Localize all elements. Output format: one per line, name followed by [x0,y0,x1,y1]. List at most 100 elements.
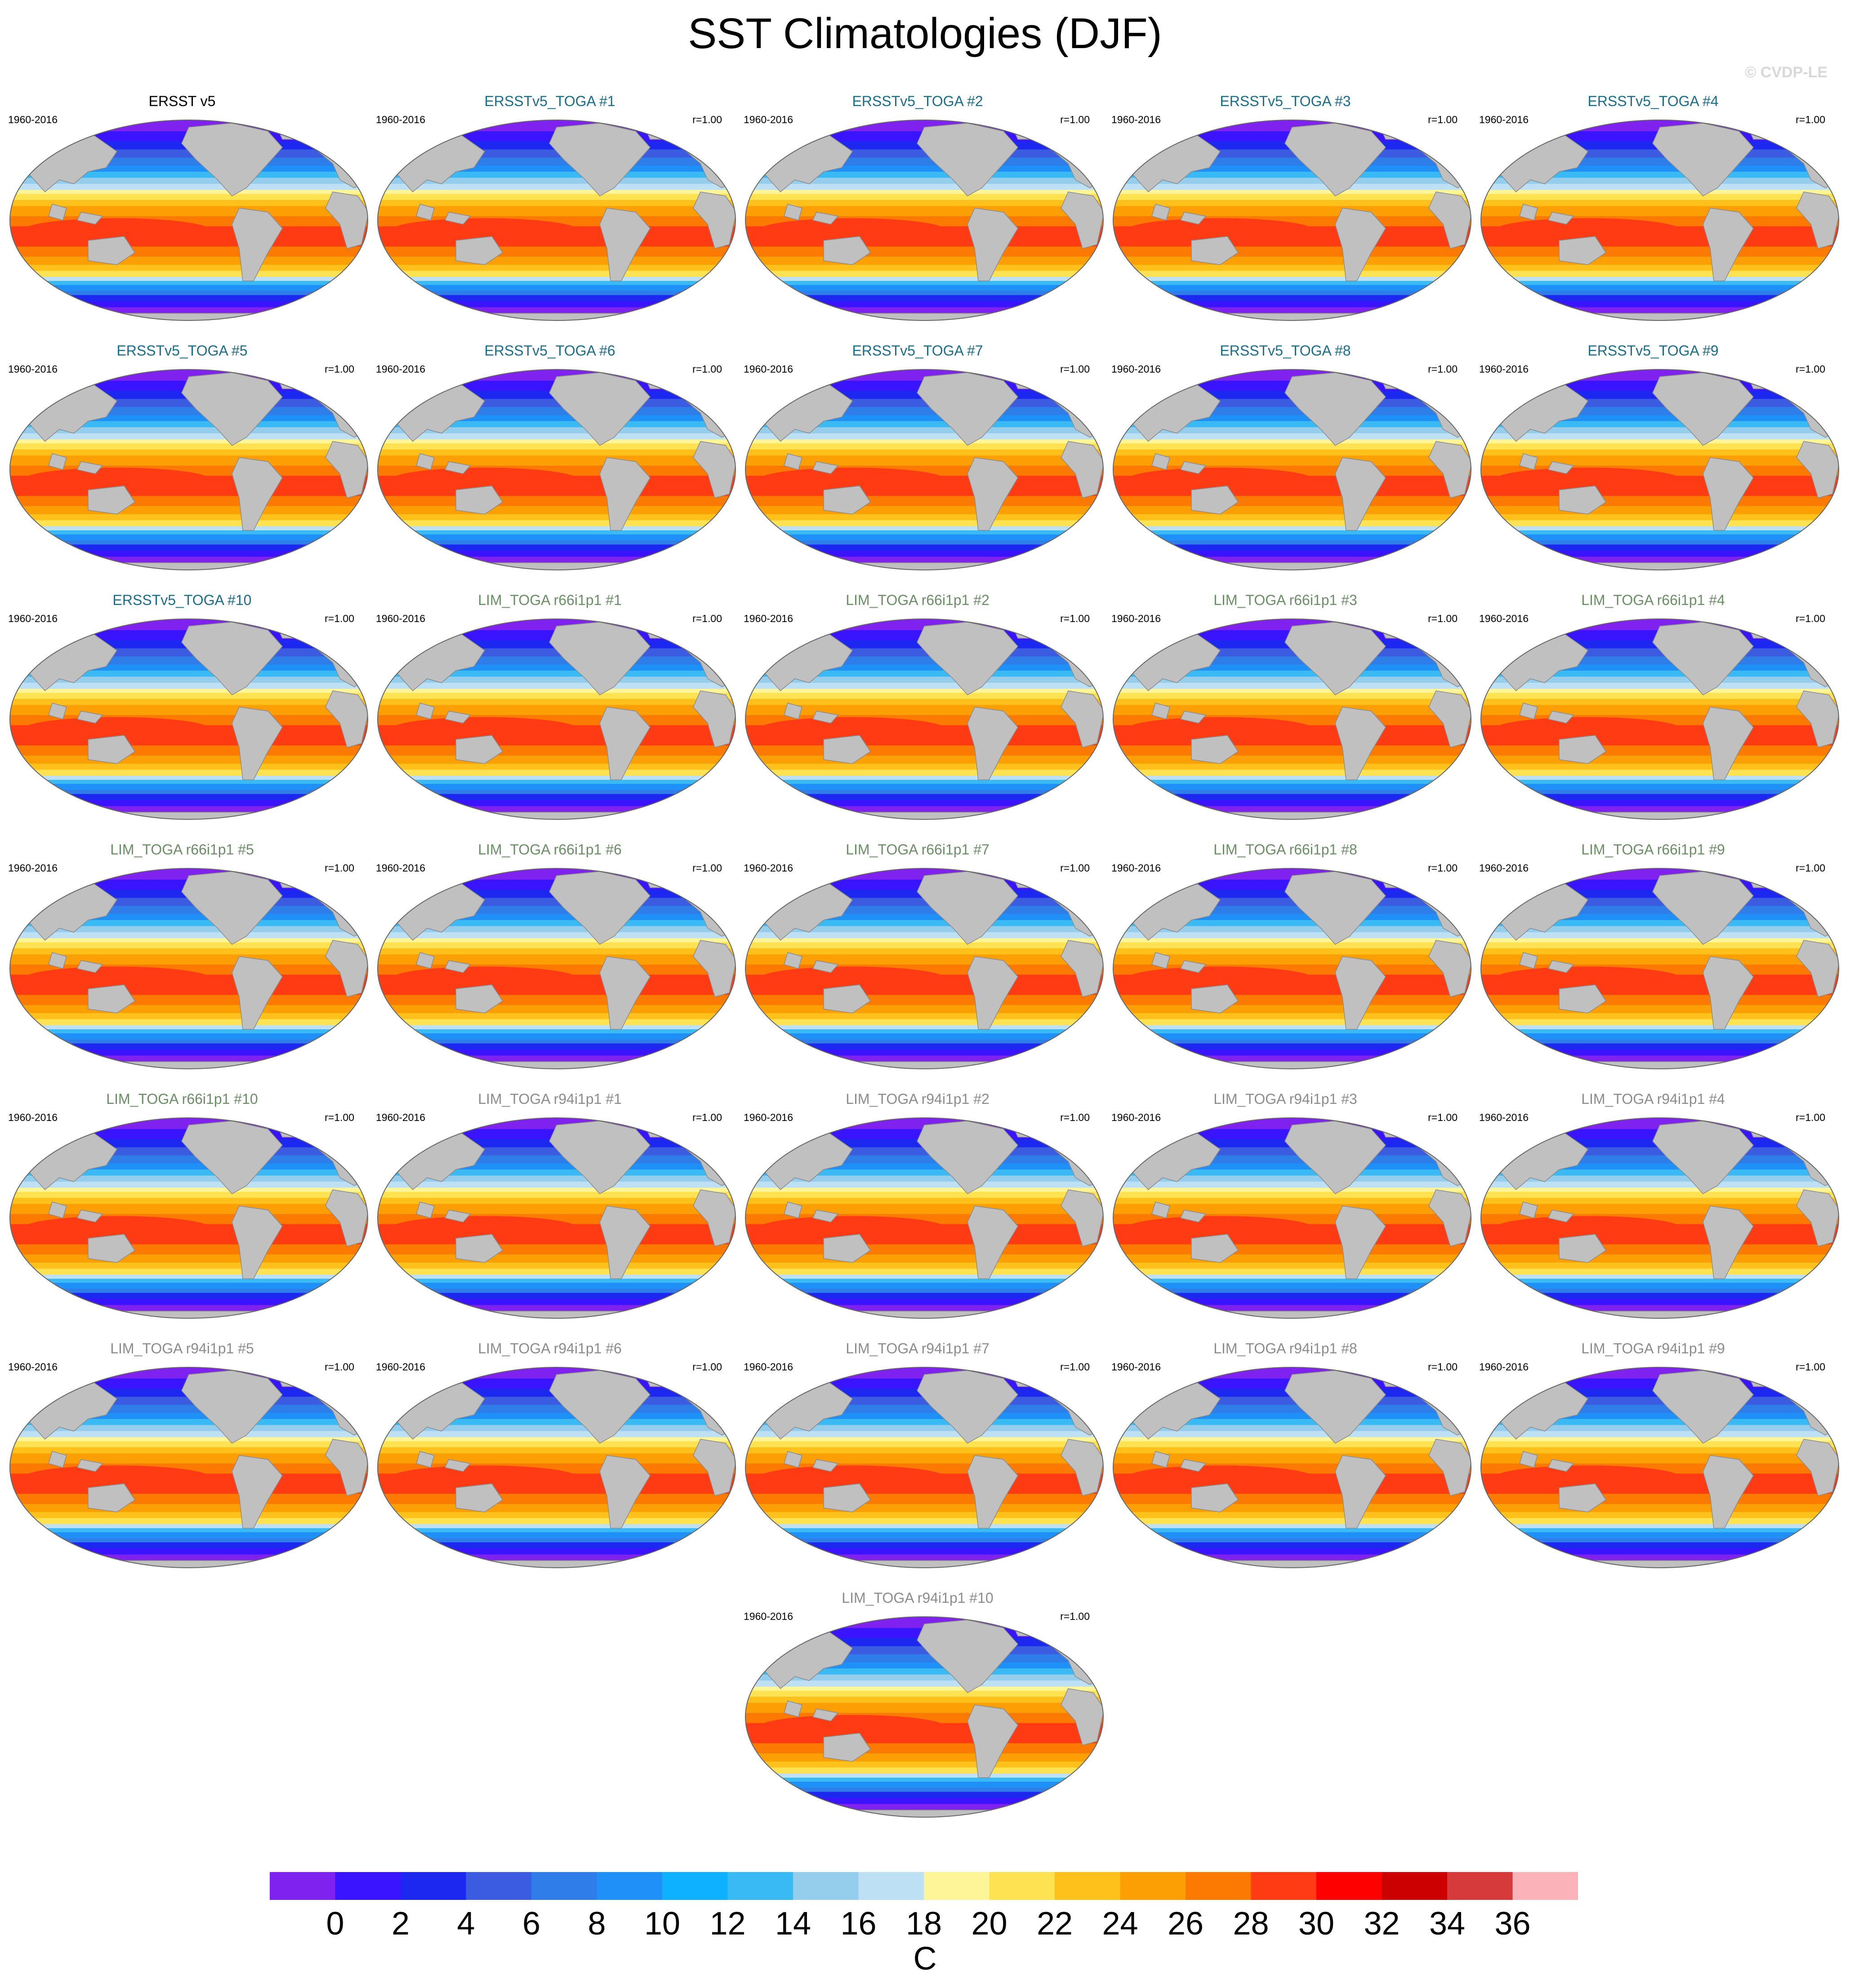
sst-map [1113,369,1471,570]
sst-band [745,1043,1103,1050]
sst-band [378,938,736,943]
colorbar-box [1186,1872,1251,1900]
land-mass [1519,1451,1538,1468]
land-mass [1652,622,1754,695]
sst-band [378,200,736,207]
sst-band [1481,534,1839,541]
panel-correlation: r=1.00 [1060,862,1090,874]
sst-band [10,780,368,784]
sst-band [1481,277,1839,281]
sst-band [1113,281,1471,285]
sst-band [378,433,736,440]
land-mass [88,1483,136,1512]
land-mass [88,236,136,265]
sst-band [378,920,736,927]
sst-band [745,995,1103,1005]
land-mass [181,622,283,695]
sst-band [1113,277,1471,281]
sst-band [10,926,368,933]
panel-title: ERSSTv5_TOGA #9 [1587,342,1719,359]
sst-band [1113,1279,1471,1283]
sst-band [378,285,736,292]
sst-band [745,1447,1103,1454]
sst-map [9,618,368,820]
sst-band [745,295,1103,302]
sst-band [745,683,1103,689]
sst-band [1113,184,1471,191]
sst-band [10,745,368,756]
sst-band [1481,794,1839,801]
sst-band [745,671,1103,677]
sst-band [1113,1447,1471,1454]
land-mass [1559,485,1607,515]
sst-band [378,190,736,195]
sst-band [10,948,368,955]
sst-band [10,1532,368,1539]
sst-band [745,784,1103,791]
panel-correlation: r=1.00 [325,1361,354,1373]
warm-pool [1494,717,1681,742]
panel-correlation: r=1.00 [1796,1112,1825,1123]
sst-band [1113,705,1471,716]
map-panel: LIM_TOGA r94i1p1 #8 1960-2016 r=1.00 [1103,1339,1471,1568]
sst-band [10,1447,368,1454]
sst-band [745,1431,1103,1438]
sst-band [10,271,368,277]
sst-band [1481,1043,1839,1050]
warm-pool [23,218,210,243]
sst-band [745,1453,1103,1464]
panel-title: LIM_TOGA r94i1p1 #10 [842,1590,994,1606]
warm-pool [23,467,210,492]
panel-correlation: r=1.00 [1428,363,1458,375]
map-panel: LIM_TOGA r66i1p1 #10 1960-2016 r=1.00 [0,1090,368,1319]
colorbar-box [1251,1872,1316,1900]
sst-band [1481,421,1839,428]
land-mass [1428,441,1471,498]
sst-band [1481,1494,1839,1504]
sst-band [1481,1419,1839,1426]
map-border [1113,369,1471,570]
sst-band [1481,1293,1839,1299]
colorbar-tick-label: 36 [1494,1906,1531,1942]
panel-correlation: r=1.00 [1060,1112,1090,1123]
land-mass [444,212,471,225]
sst-band [1113,551,1471,557]
sst-band [10,1050,368,1056]
sst-band [378,427,736,434]
sst-band [10,544,368,551]
sst-band [745,769,1103,776]
sst-band [10,301,368,308]
sst-band [378,281,736,285]
panel-years: 1960-2016 [744,1112,793,1123]
warm-pool [1127,1216,1314,1241]
sst-band [1481,271,1839,277]
sst-band [1113,1425,1471,1432]
sst-band [745,1441,1103,1448]
sst-band [1113,540,1471,545]
sst-band [745,514,1103,521]
sst-band [745,1279,1103,1283]
map-border [377,618,736,820]
sst-band [1113,1299,1471,1306]
land-mass [76,1210,103,1223]
watermark: © CVDP-LE [1745,64,1828,81]
panel-title: LIM_TOGA r66i1p1 #4 [1581,592,1725,608]
land-mass [1335,208,1386,281]
sst-band [10,1431,368,1438]
sst-band [1481,1170,1839,1176]
sst-band [1481,1542,1839,1549]
sst-band [378,439,736,444]
sst-map [1113,1367,1471,1568]
sst-band [745,938,1103,943]
colorbar-box [1120,1872,1186,1900]
colorbar-box [531,1872,597,1900]
sst-band [10,794,368,801]
colorbar-tick-label: 20 [971,1906,1007,1942]
warm-pool [1494,467,1681,492]
sst-band [378,926,736,933]
land-mass [1796,940,1839,997]
land-mass [1559,984,1607,1014]
sst-band [378,1528,736,1533]
land-mass [1284,123,1386,196]
sst-band [10,200,368,207]
